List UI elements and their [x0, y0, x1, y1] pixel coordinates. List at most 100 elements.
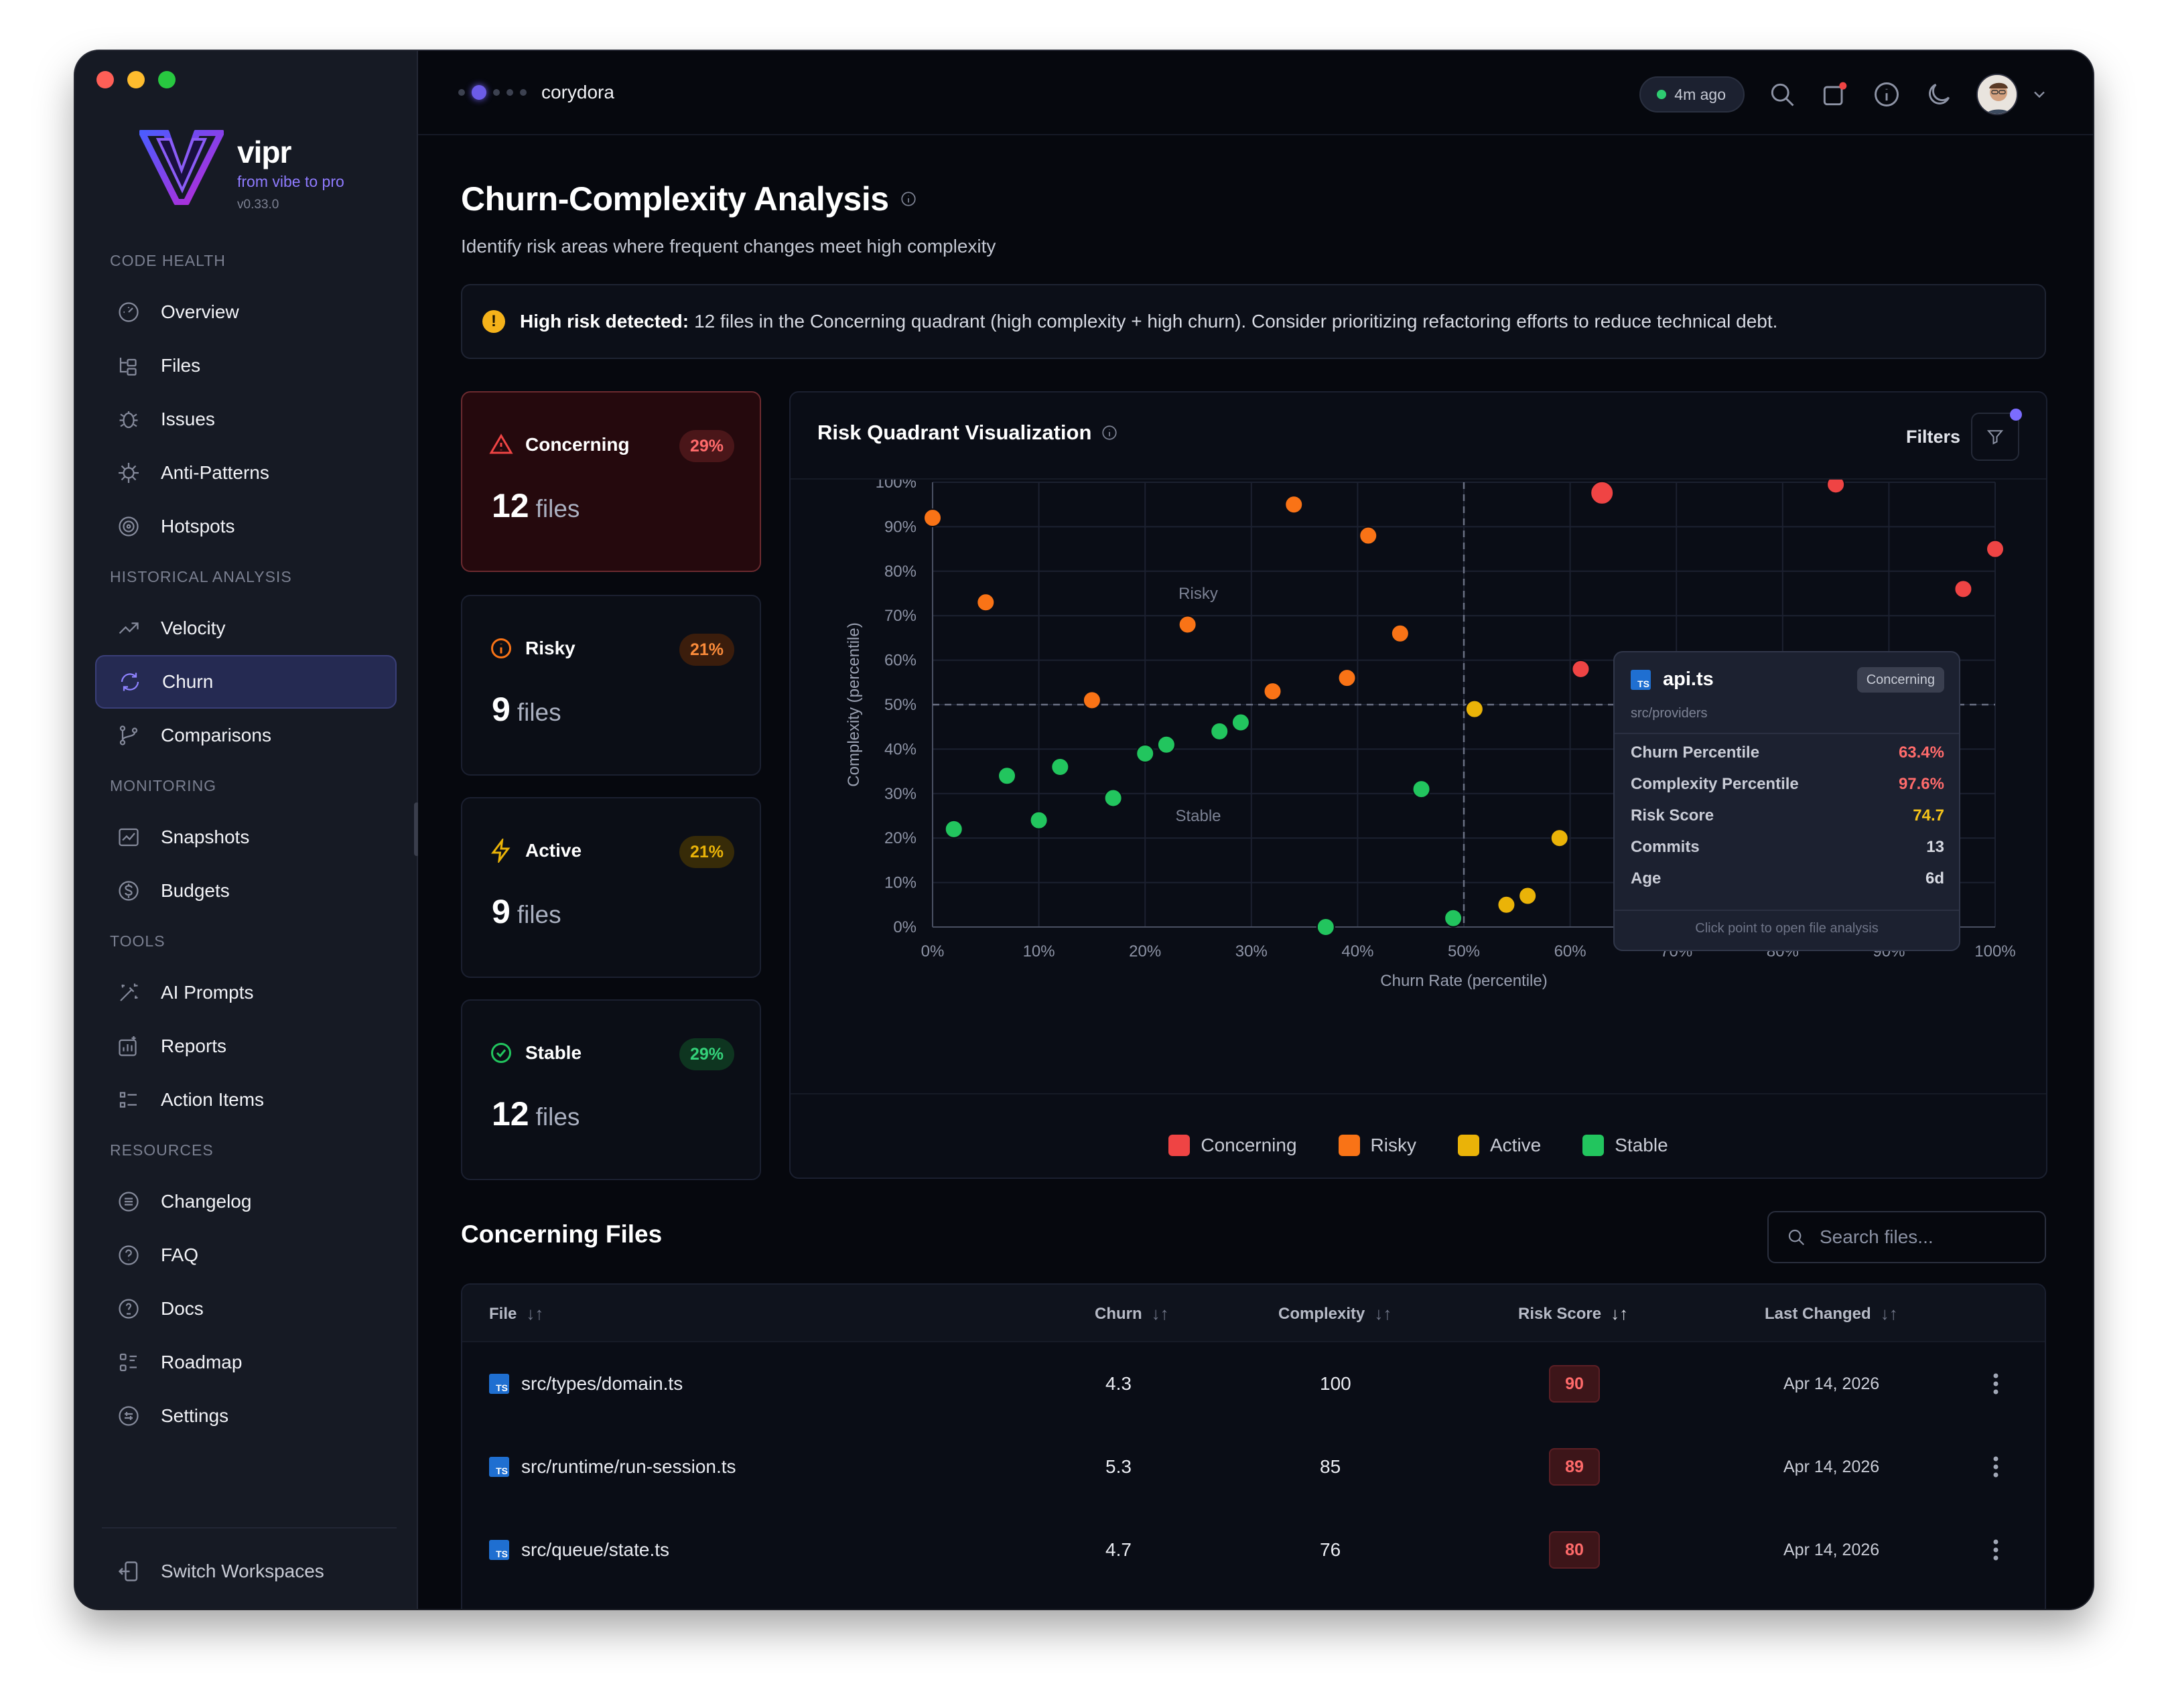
data-point-risky[interactable] [923, 508, 942, 528]
more-options-icon[interactable] [1992, 1372, 1999, 1395]
info-icon[interactable] [1872, 80, 1901, 109]
data-point-risky[interactable] [1082, 691, 1101, 710]
sidebar-item-comparisons[interactable]: Comparisons [95, 709, 397, 762]
filter-button[interactable] [1971, 409, 2022, 461]
sort-icon: ↓↑ [1880, 1303, 1898, 1324]
sidebar-item-label: Reports [161, 1036, 227, 1056]
more-options-icon[interactable] [1992, 1539, 1999, 1561]
data-point-stable[interactable] [1029, 810, 1048, 830]
notifications-icon[interactable] [1820, 80, 1849, 109]
more-options-icon[interactable] [1992, 1455, 1999, 1478]
sync-status-badge[interactable]: 4m ago [1639, 76, 1745, 113]
card-concerning[interactable]: Concerning 29% 12 files [461, 391, 761, 572]
tooltip-row-value: 13 [1926, 838, 1944, 856]
filters-control[interactable]: Filters [1906, 409, 2022, 461]
data-point-stable[interactable] [1210, 721, 1229, 741]
data-point-concerning[interactable] [1826, 475, 1846, 494]
data-point-risky[interactable] [1263, 682, 1282, 701]
legend-item-stable[interactable]: Stable [1582, 1135, 1668, 1156]
legend-item-concerning[interactable]: Concerning [1168, 1135, 1297, 1156]
legend-item-risky[interactable]: Risky [1338, 1135, 1416, 1156]
data-point-stable[interactable] [1156, 735, 1176, 754]
data-point-stable[interactable] [1231, 713, 1250, 732]
sidebar-item-roadmap[interactable]: Roadmap [95, 1336, 397, 1389]
data-point-risky[interactable] [1178, 615, 1197, 634]
sidebar-item-action-items[interactable]: Action Items [95, 1073, 397, 1127]
data-point-stable[interactable] [1444, 908, 1463, 928]
sidebar-item-hotspots[interactable]: Hotspots [95, 500, 397, 553]
sidebar-item-budgets[interactable]: Budgets [95, 864, 397, 918]
sidebar-item-issues[interactable]: Issues [95, 393, 397, 446]
sidebar-item-files[interactable]: Files [95, 339, 397, 393]
workspace-name[interactable]: corydora [541, 82, 614, 102]
data-point-risky[interactable] [1390, 624, 1410, 643]
column-header-churn[interactable]: Churn ↓↑ [1095, 1303, 1169, 1324]
y-tick-label: 30% [884, 785, 917, 803]
moon-icon[interactable] [1924, 80, 1954, 109]
table-row[interactable]: TS src/runtime/run-session.ts 5.3 85 89 Apr 1… [462, 1425, 2045, 1508]
legend-item-active[interactable]: Active [1458, 1135, 1541, 1156]
sidebar-scrollbar[interactable] [414, 802, 419, 856]
file-path-link[interactable]: src/queue/state.ts [521, 1539, 670, 1560]
info-icon[interactable] [900, 190, 917, 208]
info-icon[interactable] [1101, 424, 1118, 441]
file-path-link[interactable]: src/runtime/run-session.ts [521, 1456, 736, 1477]
maximize-window-button[interactable] [158, 71, 176, 88]
data-point-active[interactable] [1497, 895, 1516, 914]
data-point-active[interactable] [1518, 886, 1538, 906]
data-point-stable[interactable] [1051, 757, 1070, 776]
close-window-button[interactable] [96, 71, 114, 88]
trend-up-icon [119, 622, 139, 634]
data-point-stable[interactable] [1412, 780, 1431, 799]
sidebar-item-docs[interactable]: Docs [95, 1282, 397, 1336]
card-stable[interactable]: Stable 29% 12 files [461, 999, 761, 1180]
data-point-concerning[interactable] [1986, 539, 2005, 559]
table-row[interactable]: TS src/queue/state.ts 4.7 76 80 Apr 14, 2026 [462, 1508, 2045, 1591]
sidebar-item-reports[interactable]: Reports [95, 1019, 397, 1073]
card-active[interactable]: Active 21% 9 files [461, 797, 761, 978]
workspace-dots-icon[interactable] [458, 85, 527, 100]
card-label: Stable [525, 1042, 582, 1063]
sidebar-item-anti-patterns[interactable]: Anti-Patterns [95, 446, 397, 500]
table-row[interactable]: TS src/types/domain.ts 4.3 100 90 Apr 14, 202… [462, 1342, 2045, 1425]
sidebar-item-snapshots[interactable]: Snapshots [95, 810, 397, 864]
file-path-link[interactable]: src/types/domain.ts [521, 1373, 683, 1394]
column-header-file[interactable]: File ↓↑ [489, 1303, 543, 1324]
sidebar-item-changelog[interactable]: Changelog [95, 1175, 397, 1228]
sidebar-item-velocity[interactable]: Velocity [95, 601, 397, 655]
data-point-stable[interactable] [1103, 788, 1123, 808]
column-header-last-changed[interactable]: Last Changed ↓↑ [1765, 1303, 1898, 1324]
data-point-risky[interactable] [1337, 668, 1357, 688]
column-header-risk-score[interactable]: Risk Score ↓↑ [1518, 1303, 1628, 1324]
y-tick-label: 100% [876, 480, 917, 492]
sidebar-item-faq[interactable]: FAQ [95, 1228, 397, 1282]
line-chart-icon [119, 828, 139, 847]
sidebar-item-label: Budgets [161, 880, 230, 901]
column-header-complexity[interactable]: Complexity ↓↑ [1278, 1303, 1392, 1324]
sidebar-item-settings[interactable]: Settings [95, 1389, 397, 1443]
search-icon[interactable] [1767, 80, 1797, 109]
data-point-active[interactable] [1550, 829, 1569, 848]
data-point-stable[interactable] [944, 819, 963, 839]
data-point-active[interactable] [1465, 699, 1484, 719]
data-point-stable[interactable] [1136, 744, 1155, 764]
data-point-risky[interactable] [1359, 526, 1378, 545]
sidebar-item-ai-prompts[interactable]: AI Prompts [95, 966, 397, 1019]
data-point-risky[interactable] [1284, 495, 1304, 514]
data-point-concerning[interactable] [1954, 579, 1973, 599]
sidebar-item-label: Anti-Patterns [161, 462, 269, 483]
card-risky[interactable]: Risky 21% 9 files [461, 595, 761, 776]
data-point-risky[interactable] [976, 593, 996, 612]
chevron-down-icon[interactable] [2030, 85, 2049, 104]
data-point-stable[interactable] [998, 766, 1017, 786]
sync-status-text: 4m ago [1674, 85, 1726, 103]
data-point-concerning[interactable] [1571, 659, 1590, 679]
switch-workspaces-button[interactable]: Switch Workspaces [117, 1559, 324, 1583]
data-point-concerning[interactable] [1590, 480, 1615, 505]
search-input[interactable]: Search files... [1767, 1211, 2046, 1263]
minimize-window-button[interactable] [127, 71, 145, 88]
sidebar-item-overview[interactable]: Overview [95, 285, 397, 339]
data-point-stable[interactable] [1316, 918, 1335, 936]
sidebar-item-churn[interactable]: Churn [95, 655, 397, 709]
avatar[interactable] [1976, 74, 2018, 115]
